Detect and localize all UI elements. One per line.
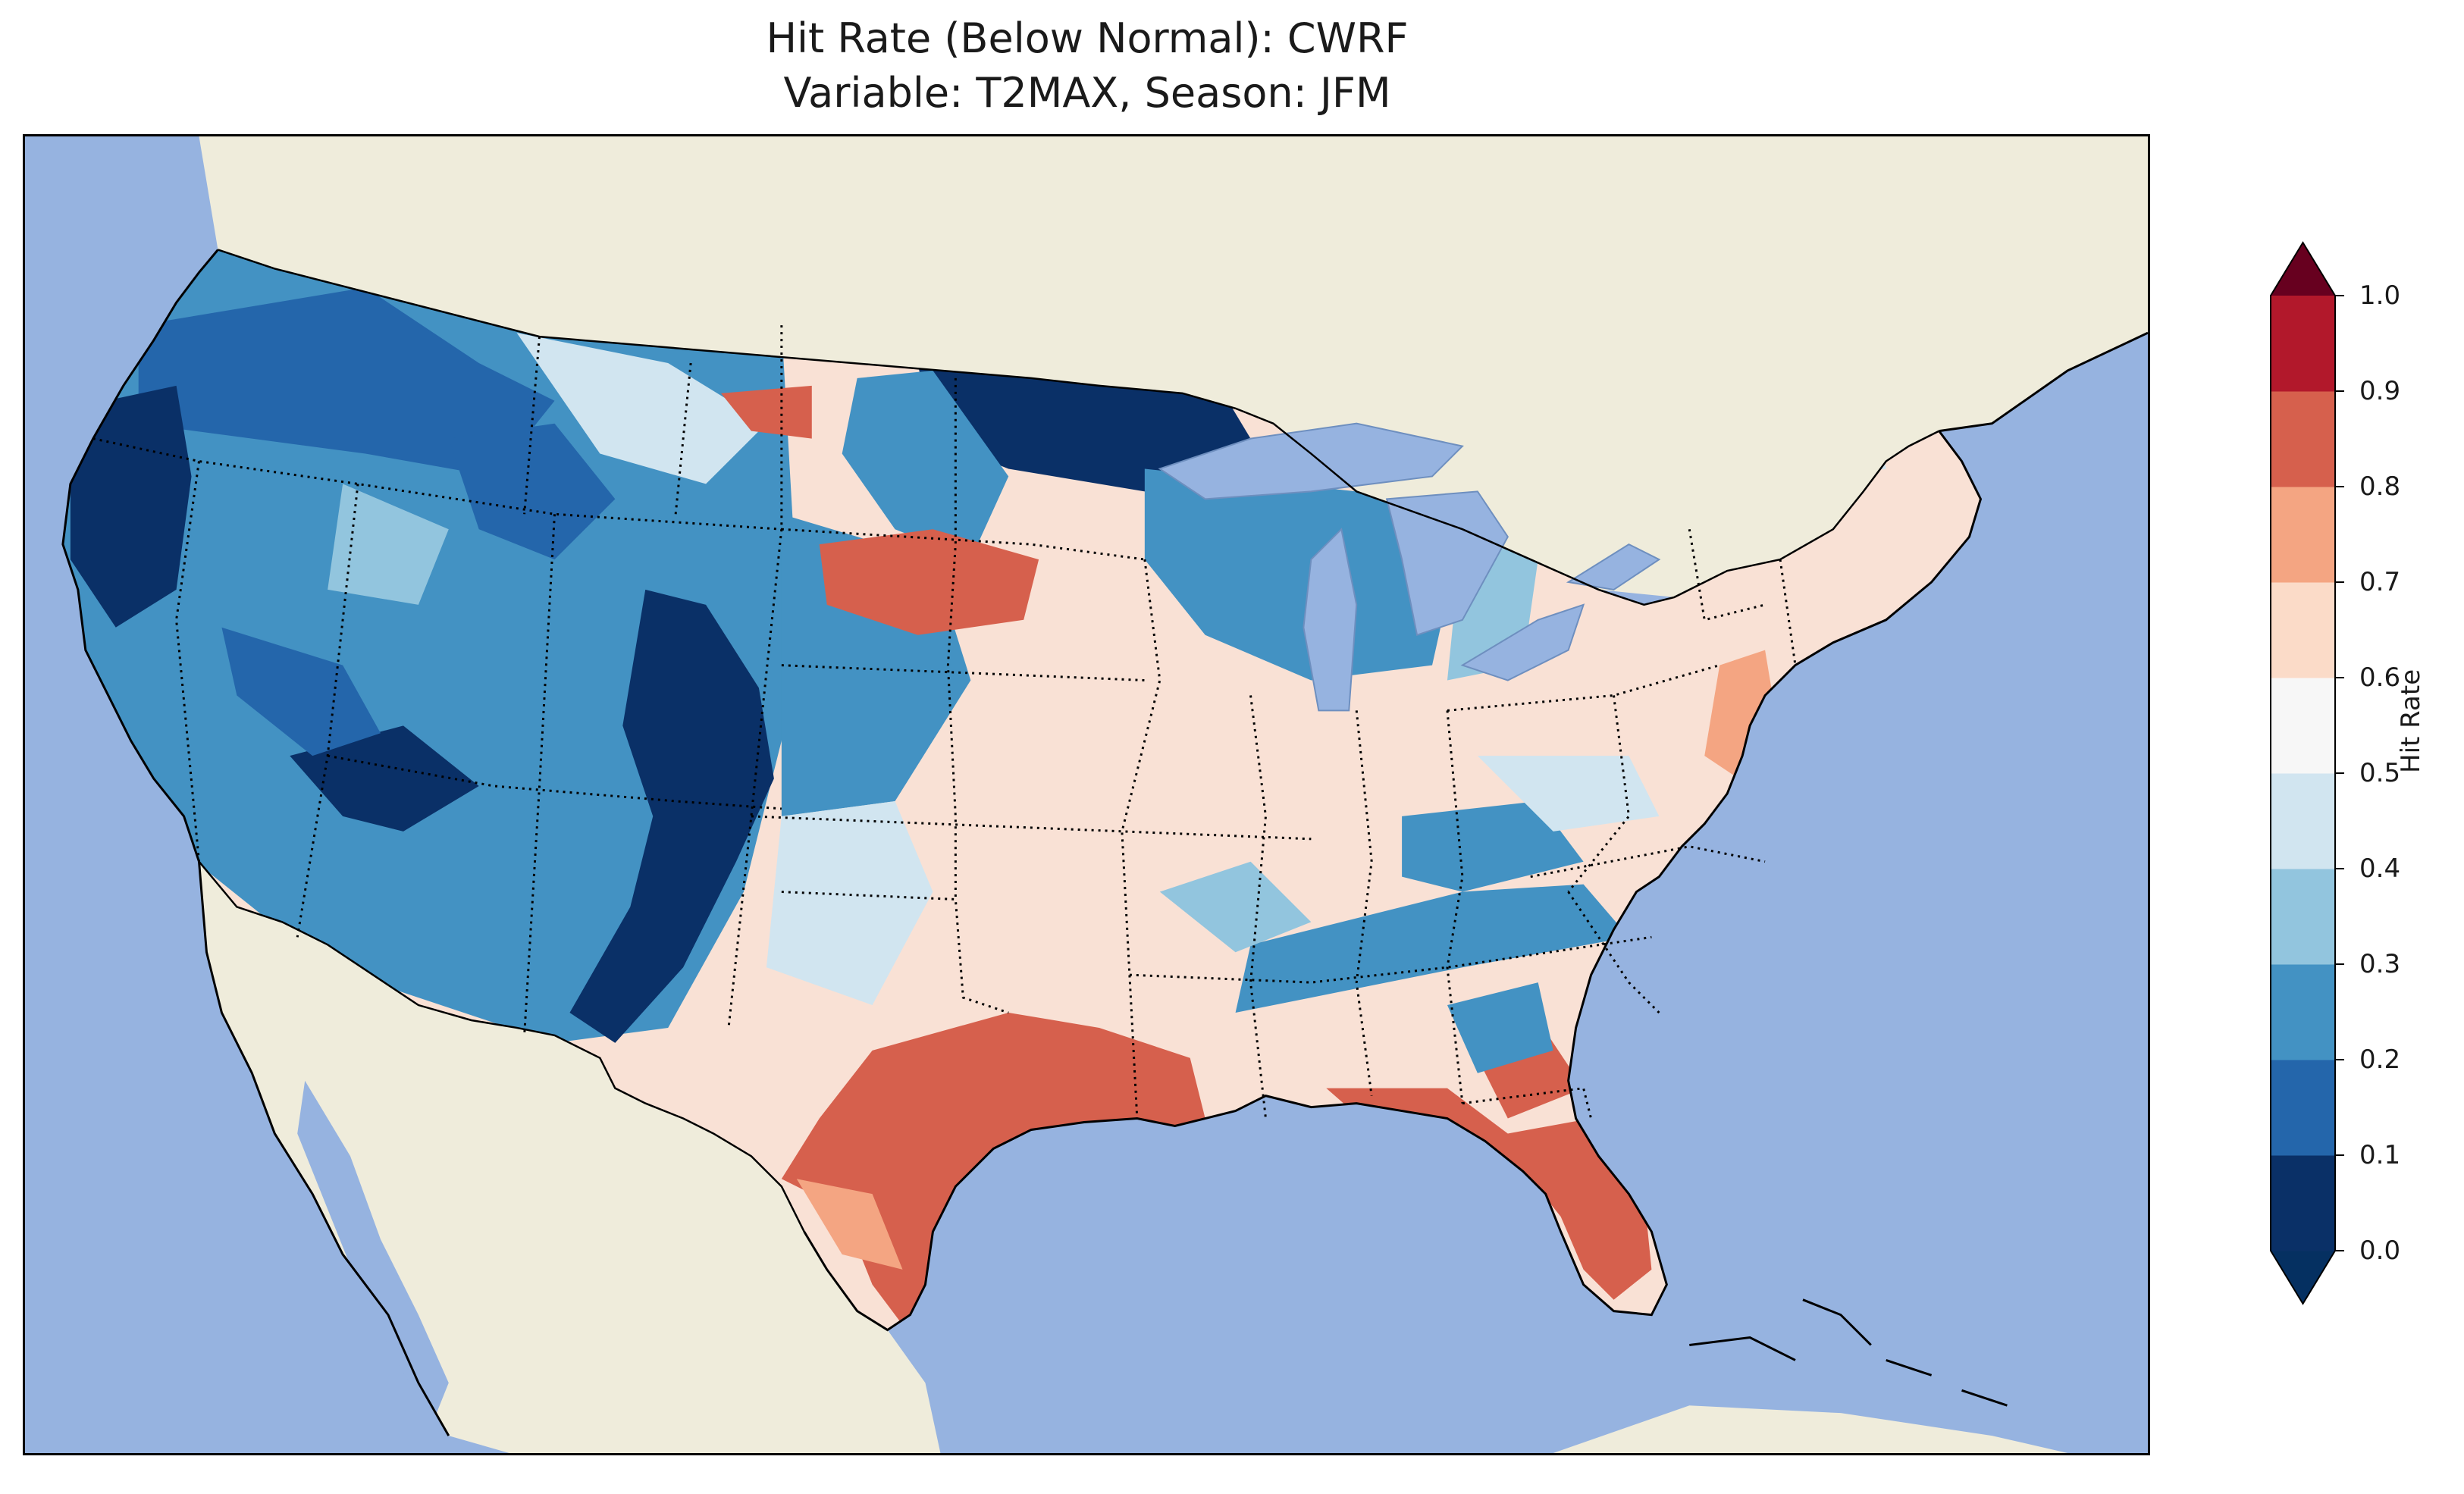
colorbar-extend-over bbox=[2271, 243, 2335, 296]
colorbar-tick-label: 0.2 bbox=[2359, 1045, 2401, 1075]
colorbar-segment bbox=[2271, 1060, 2335, 1156]
coastlines bbox=[61, 249, 2148, 1436]
conus-map bbox=[61, 136, 2148, 1453]
land-canada bbox=[199, 136, 2148, 597]
colorbar-segment bbox=[2271, 391, 2335, 487]
colorbar-segment bbox=[2271, 773, 2335, 869]
colorbar-segment bbox=[2271, 678, 2335, 774]
colorbar-segment bbox=[2271, 296, 2335, 392]
colorbar-tick-label: 0.3 bbox=[2359, 949, 2401, 979]
colorbar-extend-under bbox=[2271, 1251, 2335, 1304]
map-panel bbox=[23, 134, 2150, 1455]
colorbar-label: Hit Rate bbox=[2396, 669, 2426, 773]
colorbar-tick-label: 0.0 bbox=[2359, 1236, 2401, 1266]
colorbar-tick-label: 0.5 bbox=[2359, 758, 2401, 788]
country-borders bbox=[198, 249, 1940, 1232]
colorbar-tick-label: 0.8 bbox=[2359, 471, 2401, 502]
colorbar-tick-label: 0.4 bbox=[2359, 853, 2401, 884]
colorbar-segment bbox=[2271, 869, 2335, 965]
map-subtitle: Variable: T2MAX, Season: JFM bbox=[783, 69, 1391, 117]
colorbar-tick-label: 0.9 bbox=[2359, 376, 2401, 406]
colorbar-svg bbox=[2270, 241, 2344, 1305]
colorbar-segments bbox=[2271, 243, 2335, 1304]
colorbar-tick-label: 0.7 bbox=[2359, 567, 2401, 597]
colorbar-segment bbox=[2271, 1155, 2335, 1251]
colorbar-ticks bbox=[2335, 295, 2344, 1251]
land-bahamas-cuba bbox=[1553, 1405, 2068, 1453]
colorbar-segment bbox=[2271, 582, 2335, 678]
colorbar-tick-label: 1.0 bbox=[2359, 280, 2401, 311]
colorbar-tick-label: 0.6 bbox=[2359, 662, 2401, 693]
colorbar-tick-label: 0.1 bbox=[2359, 1140, 2401, 1170]
map-title: Hit Rate (Below Normal): CWRF bbox=[766, 14, 1409, 62]
land-mexico bbox=[199, 861, 941, 1453]
colorbar-segment bbox=[2271, 487, 2335, 583]
colorbar bbox=[2270, 241, 2344, 1305]
great-lakes bbox=[1158, 422, 1661, 712]
colorbar-segment bbox=[2271, 964, 2335, 1060]
